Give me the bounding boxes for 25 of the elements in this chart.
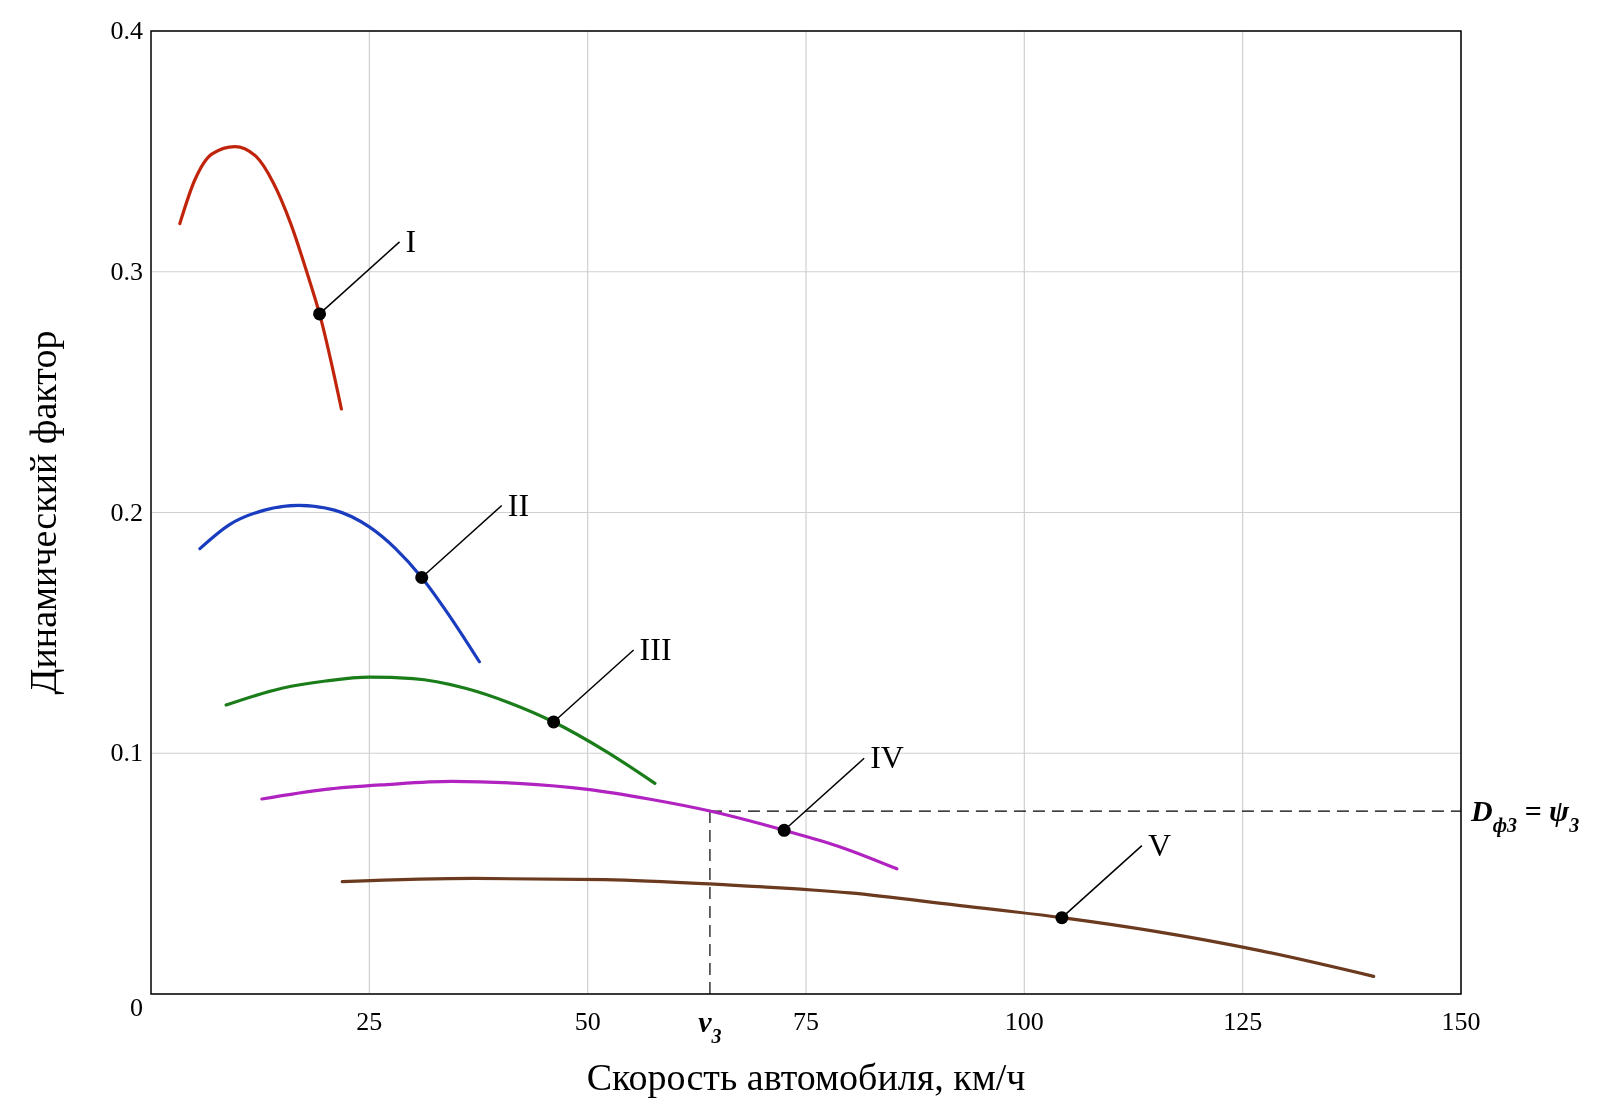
annotation: II — [507, 486, 530, 523]
line-series — [260, 779, 899, 871]
y-tick-label: 0 — [130, 993, 143, 1022]
x-tick-label: 125 — [1223, 1007, 1263, 1036]
y-axis-title: Динамический фактор — [22, 330, 64, 695]
line-series — [178, 144, 343, 411]
y-tick-label: 0.2 — [110, 497, 143, 527]
annotation: III — [639, 630, 672, 667]
y-tick-label: 0.1 — [110, 738, 143, 768]
line-series — [198, 503, 481, 664]
x-tick-label: 75 — [793, 1007, 819, 1036]
x-tick-label: 150 — [1441, 1007, 1481, 1036]
x-axis-title: Скорость автомобиля, км/ч — [586, 1056, 1026, 1098]
x-tick-label: 25 — [356, 1007, 383, 1036]
ref-line-label: D$_{ф3}$ = ψ$_{3}$ — [1470, 794, 1580, 838]
annotation: V — [1147, 826, 1171, 863]
annotation: I — [405, 222, 417, 259]
annotation: IV — [870, 739, 904, 776]
x-tick-label: 100 — [1004, 1007, 1044, 1036]
line-series — [224, 675, 657, 785]
ref-line-label: v$_{3}$ — [698, 1005, 722, 1047]
line-series — [340, 876, 1376, 979]
y-tick-label: 0.4 — [110, 16, 143, 45]
x-tick-label: 50 — [574, 1007, 601, 1036]
y-tick-label: 0.3 — [110, 256, 143, 286]
